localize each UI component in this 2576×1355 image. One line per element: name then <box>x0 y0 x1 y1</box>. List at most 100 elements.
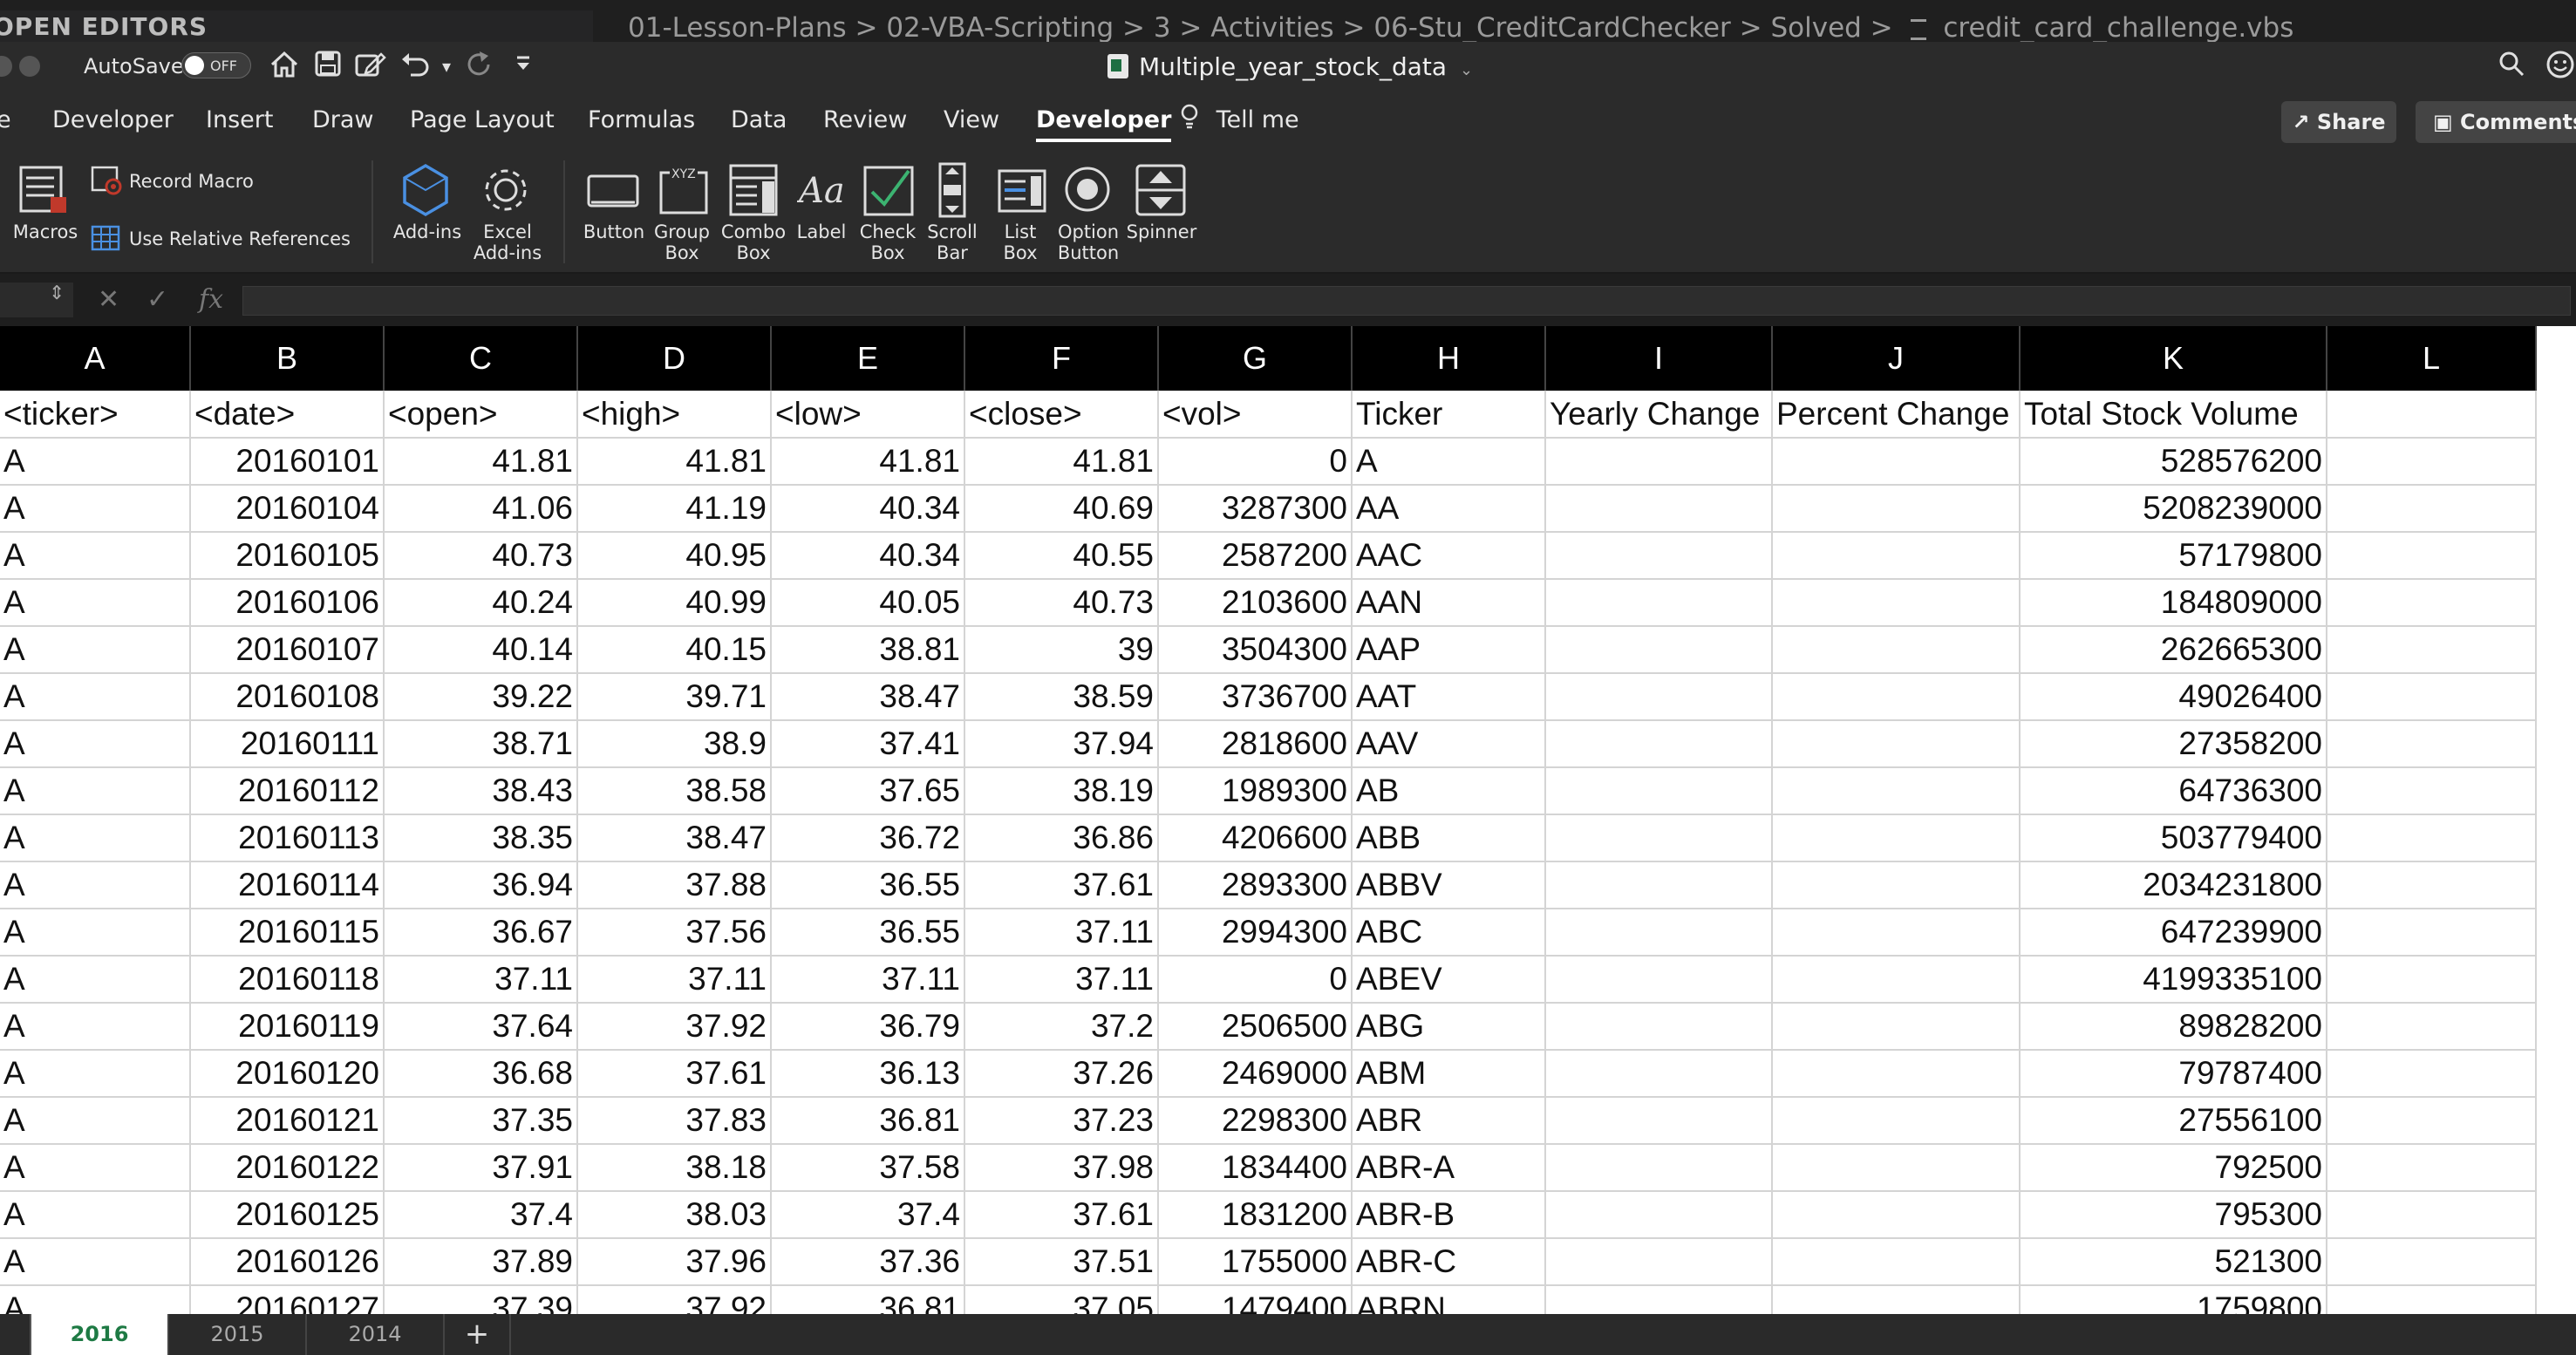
tab-developer[interactable]: Developer <box>1036 106 1172 142</box>
cell[interactable]: A <box>0 720 191 768</box>
cell[interactable]: 647239900 <box>2020 909 2327 957</box>
cell[interactable]: A <box>0 1050 191 1098</box>
cell[interactable] <box>2327 391 2537 439</box>
cell[interactable]: 37.23 <box>964 1097 1159 1145</box>
cell[interactable] <box>1545 485 1773 533</box>
cell[interactable]: 1989300 <box>1158 767 1353 815</box>
cell[interactable]: AA <box>1352 485 1546 533</box>
cell[interactable]: Yearly Change <box>1545 391 1773 439</box>
column-header-k[interactable]: K <box>2020 326 2327 391</box>
spinner-icon[interactable] <box>1134 162 1188 221</box>
cell[interactable] <box>1545 814 1773 862</box>
column-header-h[interactable]: H <box>1352 326 1546 391</box>
cell[interactable]: 37.56 <box>577 909 772 957</box>
cell[interactable]: 37.61 <box>964 1191 1159 1239</box>
cell[interactable] <box>1772 1191 2021 1239</box>
cell[interactable]: A <box>0 1097 191 1145</box>
spreadsheet-grid[interactable]: A B C D E F G H I J K L <ticker> <date> … <box>0 326 2576 1314</box>
cell[interactable]: AAT <box>1352 673 1546 721</box>
cell[interactable]: 38.43 <box>384 767 578 815</box>
button-control-label[interactable]: Button <box>583 221 645 242</box>
cell[interactable]: 40.15 <box>577 626 772 674</box>
cell[interactable]: A <box>0 909 191 957</box>
cell[interactable]: 20160120 <box>190 1050 385 1098</box>
column-header-b[interactable]: B <box>190 326 385 391</box>
cell[interactable]: <date> <box>190 391 385 439</box>
cell[interactable]: <low> <box>771 391 965 439</box>
cell[interactable] <box>1772 626 2021 674</box>
cell[interactable]: A <box>0 767 191 815</box>
cell[interactable]: A <box>0 1238 191 1286</box>
cell[interactable]: 36.55 <box>771 909 965 957</box>
cell[interactable]: Total Stock Volume <box>2020 391 2327 439</box>
cell[interactable]: 1479400 <box>1158 1285 1353 1314</box>
autosave-toggle[interactable]: OFF <box>181 52 251 78</box>
cell[interactable]: 528576200 <box>2020 438 2327 486</box>
cell[interactable]: A <box>0 814 191 862</box>
cell[interactable]: 40.73 <box>384 532 578 580</box>
cell[interactable] <box>1772 720 2021 768</box>
cell[interactable]: 20160108 <box>190 673 385 721</box>
cell[interactable] <box>2327 438 2537 486</box>
button-control-icon[interactable] <box>586 169 640 216</box>
use-relative-references-button[interactable]: Use Relative References <box>129 228 351 249</box>
cell[interactable]: 5208239000 <box>2020 485 2327 533</box>
cell[interactable]: 4206600 <box>1158 814 1353 862</box>
cell[interactable]: 20160122 <box>190 1144 385 1192</box>
cell[interactable]: A <box>0 532 191 580</box>
cell[interactable]: 41.19 <box>577 485 772 533</box>
cell[interactable]: 0 <box>1158 956 1353 1004</box>
cell[interactable]: 27358200 <box>2020 720 2327 768</box>
cell[interactable] <box>1545 861 1773 909</box>
tab-developer-left[interactable]: Developer <box>52 106 174 133</box>
cell[interactable]: 37.11 <box>964 909 1159 957</box>
cell[interactable]: 20160112 <box>190 767 385 815</box>
cell[interactable] <box>1545 1238 1773 1286</box>
cell[interactable] <box>1545 626 1773 674</box>
excel-addins-gear-icon[interactable] <box>478 162 534 221</box>
combo-box-label[interactable]: Combo Box <box>717 221 790 263</box>
cell[interactable]: 37.88 <box>577 861 772 909</box>
cell[interactable]: 37.11 <box>771 956 965 1004</box>
cell[interactable]: 37.51 <box>964 1238 1159 1286</box>
cell[interactable] <box>1545 1144 1773 1192</box>
cell[interactable]: 39 <box>964 626 1159 674</box>
record-macro-icon[interactable] <box>91 166 122 199</box>
cell[interactable]: ABR-A <box>1352 1144 1546 1192</box>
cell[interactable]: 20160118 <box>190 956 385 1004</box>
cell[interactable]: A <box>0 673 191 721</box>
cell[interactable]: 64736300 <box>2020 767 2327 815</box>
share-button[interactable]: ↗ Share <box>2281 101 2396 143</box>
cell[interactable]: A <box>0 438 191 486</box>
cell[interactable]: <ticker> <box>0 391 191 439</box>
cell[interactable]: A <box>0 485 191 533</box>
column-header-e[interactable]: E <box>771 326 965 391</box>
tab-view[interactable]: View <box>944 106 1000 133</box>
cell[interactable]: 36.55 <box>771 861 965 909</box>
cell[interactable] <box>2327 1050 2537 1098</box>
cell[interactable] <box>2327 532 2537 580</box>
cell[interactable] <box>1545 579 1773 627</box>
option-button-icon[interactable] <box>1062 164 1113 218</box>
cell[interactable]: ABEV <box>1352 956 1546 1004</box>
cell[interactable]: 36.81 <box>771 1285 965 1314</box>
cell[interactable]: 20160125 <box>190 1191 385 1239</box>
cell[interactable] <box>1772 438 2021 486</box>
scroll-bar-icon[interactable] <box>937 162 968 221</box>
cell[interactable]: 2587200 <box>1158 532 1353 580</box>
cell[interactable] <box>1772 1050 2021 1098</box>
customize-toolbar-icon[interactable] <box>506 49 541 84</box>
cell[interactable]: 3287300 <box>1158 485 1353 533</box>
cell[interactable]: 37.92 <box>577 1003 772 1051</box>
cell[interactable]: ABR <box>1352 1097 1546 1145</box>
cell[interactable]: A <box>0 1285 191 1314</box>
cell[interactable]: 40.14 <box>384 626 578 674</box>
cell[interactable]: 37.39 <box>384 1285 578 1314</box>
cell[interactable]: 37.05 <box>964 1285 1159 1314</box>
label-control-label[interactable]: Label <box>796 221 847 242</box>
cell[interactable]: 20160111 <box>190 720 385 768</box>
cell[interactable]: 38.9 <box>577 720 772 768</box>
formula-input[interactable] <box>242 286 2571 316</box>
tab-formulas[interactable]: Formulas <box>588 106 696 133</box>
cell[interactable]: 37.96 <box>577 1238 772 1286</box>
